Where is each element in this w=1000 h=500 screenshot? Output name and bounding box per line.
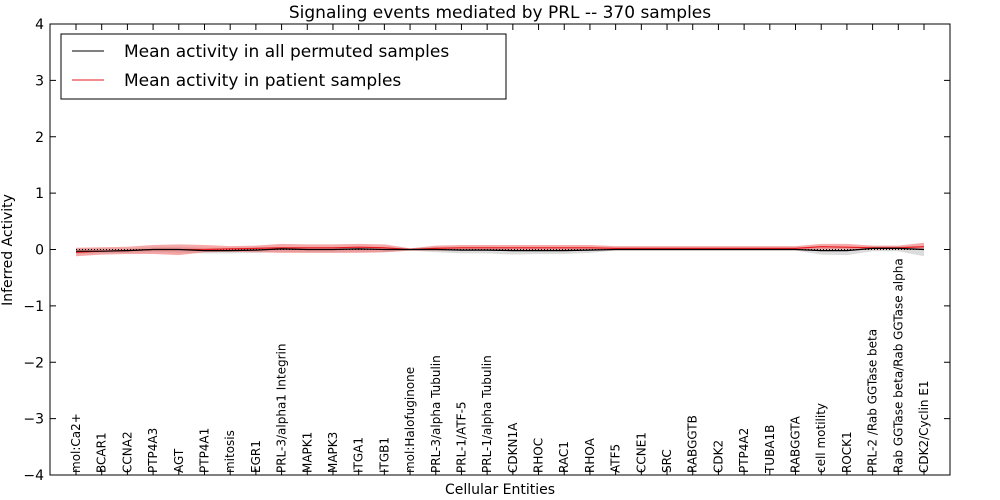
x-tick-label: PRL-1/ATF-5 — [454, 401, 468, 473]
x-axis-label: Cellular Entities — [445, 482, 555, 498]
lines-layer — [75, 246, 925, 253]
x-tick-label: PRL-2 /Rab GGTase beta — [866, 329, 880, 473]
legend-box — [60, 33, 507, 100]
x-tick-label: RABGGTB — [686, 415, 700, 473]
y-tick-label: 0 — [35, 243, 44, 259]
x-tick-label: PRL-1/alpha Tubulin — [480, 355, 494, 473]
x-tick-label: mitosis — [223, 430, 237, 473]
y-tick-label: 2 — [35, 130, 44, 146]
x-tick-label: CCNA2 — [120, 431, 134, 473]
legend: Mean activity in all permuted samples Me… — [60, 33, 507, 100]
y-tick-label: 4 — [35, 17, 44, 33]
x-tick-label: CDK2 — [711, 440, 725, 473]
legend-label-patient: Mean activity in patient samples — [124, 71, 401, 91]
x-tick-label: MAPK3 — [326, 432, 340, 473]
x-tick-label: PRL-3/alpha1 Integrin — [275, 344, 289, 474]
x-tick-label: RAC1 — [557, 441, 571, 473]
x-tick-label: ITGB1 — [377, 437, 391, 473]
x-tick-label: CDK2/Cyclin E1 — [917, 380, 931, 473]
x-tick-label: PRL-3/alpha Tubulin — [429, 355, 443, 473]
y-tick-label: −3 — [23, 412, 44, 428]
x-tick-label: CCNE1 — [634, 432, 648, 473]
x-tick-label: Rab GGTase beta/Rab GGTase alpha — [891, 258, 905, 473]
y-tick-label: −2 — [23, 355, 44, 371]
x-tick-label: PTP4A3 — [146, 428, 160, 473]
legend-label-permuted: Mean activity in all permuted samples — [124, 42, 449, 62]
y-axis-label: Inferred Activity — [0, 194, 16, 306]
y-tick-label: 3 — [35, 73, 44, 89]
x-tick-label: CDKN1A — [506, 422, 520, 473]
x-tick-label: SRC — [660, 449, 674, 473]
y-tick-label: −1 — [23, 299, 44, 315]
series-line-permuted — [76, 247, 925, 252]
x-tick-label: EGR1 — [249, 440, 263, 473]
x-tick-label: RHOA — [583, 437, 597, 473]
y-tick-label: 1 — [35, 186, 44, 202]
x-tick-label: mol:Halofuginone — [403, 367, 417, 473]
series-line-patient — [75, 246, 925, 253]
x-tick-label: MAPK1 — [300, 432, 314, 473]
x-tick-label: RABGGTA — [789, 415, 803, 473]
x-tick-label: ATF5 — [609, 444, 623, 473]
x-tick-label: TUBA1B — [763, 425, 777, 474]
x-tick-label: mol:Ca2+ — [69, 413, 83, 473]
x-tick-label: RHOC — [532, 438, 546, 473]
x-tick-label: ITGA1 — [352, 437, 366, 473]
x-tick-label: PTP4A1 — [197, 428, 211, 473]
x-tick-label: cell motility — [814, 403, 828, 473]
x-tick-label: AGT — [172, 448, 186, 473]
y-tick-label: −4 — [23, 468, 44, 484]
chart-title: Signaling events mediated by PRL -- 370 … — [289, 3, 711, 23]
x-tick-label: BCAR1 — [95, 432, 109, 473]
x-axis: mol:Ca2+ BCAR1 CCNA2 PTP4A3 AGT PTP4A1 mitosis… — [69, 24, 931, 475]
x-tick-label: PTP4A2 — [737, 428, 751, 473]
y-axis: 4 3 2 1 0 −1 −2 −3 −4 — [23, 17, 950, 484]
x-tick-label: ROCK1 — [840, 431, 854, 473]
